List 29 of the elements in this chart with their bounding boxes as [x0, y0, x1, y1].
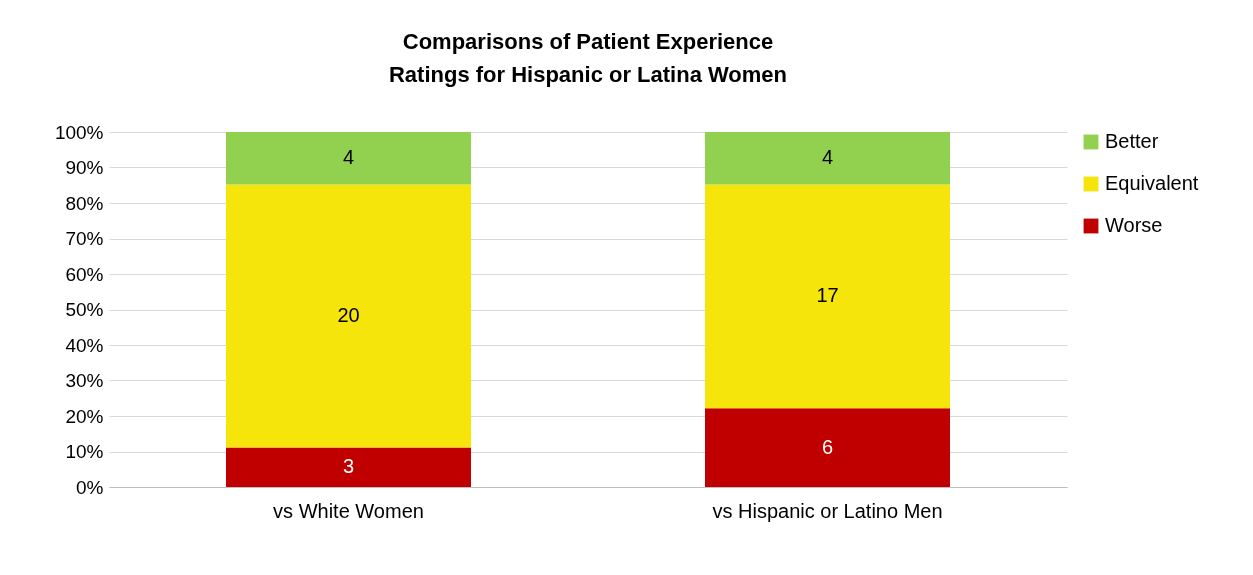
bar [705, 132, 950, 185]
legend-label: Equivalent [1105, 172, 1199, 194]
x-tick-label: vs Hispanic or Latino Men [712, 499, 943, 522]
y-tick-label: 50% [65, 299, 104, 320]
bar [226, 132, 471, 185]
y-tick-label: 10% [65, 441, 104, 462]
y-tick-label: 60% [65, 263, 104, 285]
y-tick-label: 90% [65, 157, 104, 178]
legend-label: Better [1105, 130, 1159, 152]
y-tick-label: 70% [65, 228, 104, 249]
legend-label: Worse [1105, 214, 1163, 236]
bar [705, 184, 950, 409]
y-tick-label: 100% [54, 121, 104, 143]
y-tick-label: 80% [65, 192, 104, 214]
y-tick-label: 40% [65, 334, 104, 356]
bar [705, 408, 950, 487]
chart-title: Comparisons of Patient Experience Ratings for Hispanic or Latina Women [388, 29, 788, 87]
bar [226, 447, 471, 487]
y-tick-label: 0% [76, 476, 104, 498]
y-tick-label: 30% [65, 370, 104, 391]
x-tick-label: vs White Women [273, 499, 424, 522]
y-tick-label: 20% [65, 405, 104, 427]
annotation: 3 [342, 455, 355, 478]
annotation: 20 [337, 304, 360, 327]
annotation: 4 [342, 146, 355, 169]
annotation: 4 [821, 146, 834, 169]
annotation: 6 [821, 435, 834, 458]
annotation: 17 [816, 284, 839, 307]
bar [226, 184, 471, 448]
